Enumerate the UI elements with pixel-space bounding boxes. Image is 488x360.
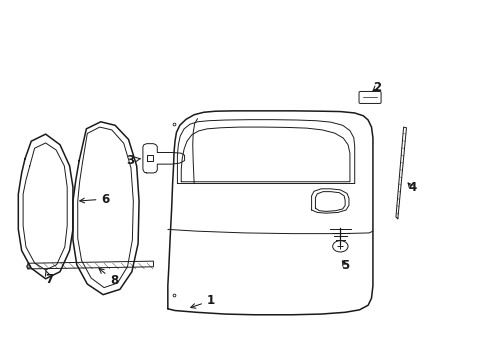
Text: 6: 6 — [80, 193, 109, 206]
Text: 4: 4 — [407, 181, 415, 194]
Text: 5: 5 — [340, 259, 348, 272]
Text: 8: 8 — [99, 269, 118, 287]
Text: 7: 7 — [45, 270, 53, 286]
Text: 2: 2 — [372, 81, 380, 94]
Text: 1: 1 — [190, 294, 215, 308]
Text: 3: 3 — [126, 154, 140, 167]
